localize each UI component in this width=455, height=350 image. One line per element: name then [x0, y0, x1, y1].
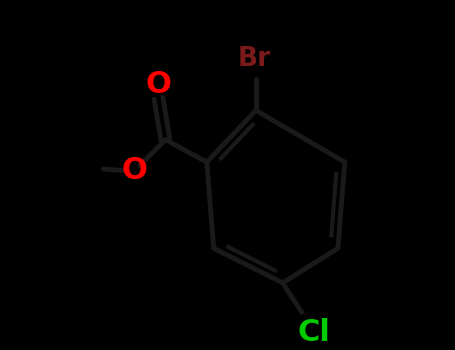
Text: Cl: Cl	[297, 318, 330, 347]
Text: O: O	[121, 156, 147, 185]
Text: O: O	[146, 70, 172, 99]
Text: Br: Br	[238, 46, 271, 72]
